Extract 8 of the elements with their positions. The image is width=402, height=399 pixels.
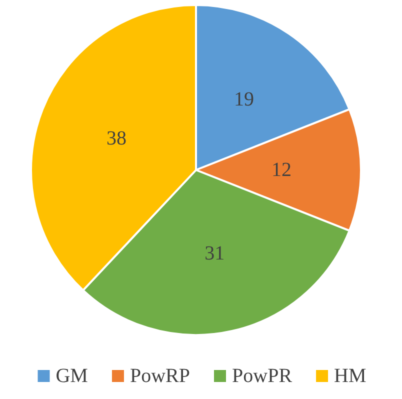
legend-label: GM [56, 365, 88, 387]
data-label: 38 [106, 128, 127, 150]
legend-label: HM [334, 365, 366, 387]
legend-label: PowRP [130, 365, 190, 387]
data-label: 12 [272, 159, 292, 181]
data-label: 19 [234, 88, 254, 110]
data-label: 31 [204, 242, 225, 264]
legend-label: PowPR [232, 365, 293, 387]
